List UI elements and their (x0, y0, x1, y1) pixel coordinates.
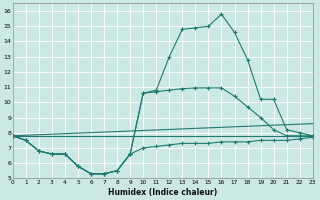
X-axis label: Humidex (Indice chaleur): Humidex (Indice chaleur) (108, 188, 217, 197)
